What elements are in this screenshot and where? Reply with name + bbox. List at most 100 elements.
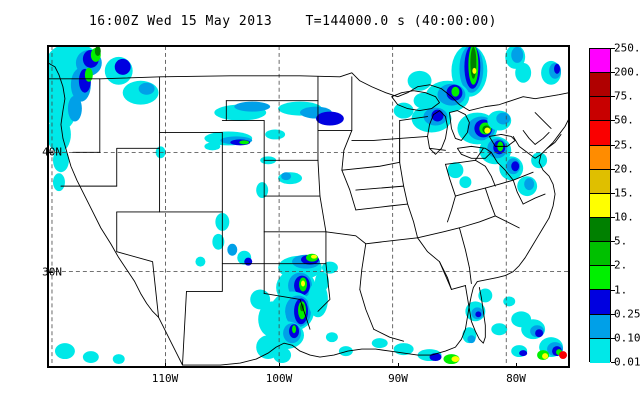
colorbar (589, 48, 611, 363)
x-tick-label: 100W (265, 372, 293, 385)
precip-cell (292, 325, 297, 334)
colorbar-tickmark (611, 168, 615, 170)
colorbar-tick-label: 1. (614, 283, 628, 297)
colorbar-band (590, 169, 610, 194)
colorbar-tickmark (611, 217, 615, 219)
map-plot-area (47, 45, 570, 368)
colorbar-band (590, 338, 610, 363)
y-tickmark (48, 272, 53, 273)
precip-cell (554, 63, 561, 74)
precip-group-northeast (393, 46, 562, 197)
map-canvas (48, 46, 569, 367)
colorbar-tick-label: 200. (614, 65, 640, 79)
plot-border (48, 46, 569, 367)
precip-cell (559, 351, 568, 360)
precip-cell (475, 311, 482, 318)
precip-cell (393, 102, 414, 119)
precip-cell (451, 86, 460, 97)
precip-cell (204, 142, 221, 151)
precip-cell (212, 233, 225, 250)
precip-cell (239, 140, 250, 145)
x-tickmark (165, 363, 166, 368)
precip-cell (52, 173, 65, 192)
precip-cell (503, 296, 516, 307)
precip-group-northern-plains (155, 101, 344, 199)
colorbar-tickmark (611, 265, 615, 267)
colorbar-tickmark (611, 313, 615, 315)
precip-cell (138, 82, 155, 95)
colorbar-tickmark (611, 337, 615, 339)
precip-cell (459, 176, 472, 189)
precip-cell (122, 80, 159, 105)
precip-cell (542, 353, 549, 360)
colorbar-band (590, 193, 610, 218)
precip-cell (273, 347, 292, 364)
precip-cell (234, 101, 271, 112)
colorbar-tickmark (611, 96, 615, 98)
precip-cell (478, 288, 493, 303)
colorbar-band (590, 73, 610, 98)
x-tick-label: 90W (388, 372, 408, 385)
precip-cell (371, 338, 388, 349)
colorbar-tick-label: 0.10 (614, 331, 640, 345)
colorbar-tick-label: 15. (614, 186, 634, 200)
precip-cell (114, 58, 131, 75)
x-tickmark (279, 363, 280, 368)
precip-cell (467, 335, 476, 344)
precip-cell (519, 350, 528, 357)
precip-cell (67, 95, 82, 122)
colorbar-tick-label: 2. (614, 258, 628, 272)
colorbar-tick-label: 10. (614, 210, 634, 224)
colorbar-tick-label: 0.25 (614, 307, 640, 321)
colorbar-band (590, 242, 610, 267)
colorbar-tick-label: 250. (614, 41, 640, 55)
precip-cell (301, 280, 306, 287)
precip-cell (496, 112, 511, 125)
colorbar-band (590, 217, 610, 243)
precip-cell (511, 161, 520, 172)
precipitation-field (48, 46, 568, 365)
colorbar-tickmark (611, 120, 615, 122)
precip-cell (315, 111, 344, 126)
precip-cell (484, 127, 491, 134)
colorbar-tick-label: 75. (614, 89, 634, 103)
colorbar-band (590, 266, 610, 291)
colorbar-band (590, 290, 610, 315)
figure-title: 16:00Z Wed 15 May 2013 T=144000.0 s (40:… (88, 14, 497, 29)
x-tick-label: 110W (151, 372, 179, 385)
precip-cell (491, 323, 508, 336)
graticule-lines (48, 46, 569, 367)
colorbar-tick-label: 50. (614, 113, 634, 127)
precip-cell (511, 46, 524, 63)
colorbar-band (590, 97, 610, 122)
precip-cell (314, 271, 329, 292)
precip-cell (472, 67, 477, 74)
precip-cell (531, 152, 548, 169)
colorbar-tickmark (611, 144, 615, 146)
precip-cell (470, 46, 477, 79)
precip-cell (325, 332, 338, 343)
colorbar-tickmark (611, 289, 615, 291)
precip-cell (451, 356, 460, 363)
precip-cell (84, 67, 93, 82)
geography-outlines (48, 62, 569, 366)
colorbar-tickmark (611, 192, 615, 194)
precip-cell (94, 46, 101, 56)
precip-cell (52, 148, 69, 173)
precip-group-southwest (195, 212, 253, 267)
colorbar-tickmark (611, 72, 615, 74)
colorbar-band (590, 145, 610, 170)
colorbar-tick-label: 25. (614, 138, 634, 152)
colorbar-tickmark (611, 241, 615, 243)
x-tick-label: 80W (506, 372, 526, 385)
precip-cell (407, 70, 432, 91)
precip-cell (515, 62, 532, 83)
precip-cell (195, 256, 206, 267)
colorbar-tick-label: 5. (614, 234, 628, 248)
precip-cell (82, 351, 99, 364)
precip-cell (535, 329, 544, 338)
precip-cell (48, 116, 71, 153)
precip-cell (431, 109, 444, 122)
colorbar-band (590, 121, 610, 146)
